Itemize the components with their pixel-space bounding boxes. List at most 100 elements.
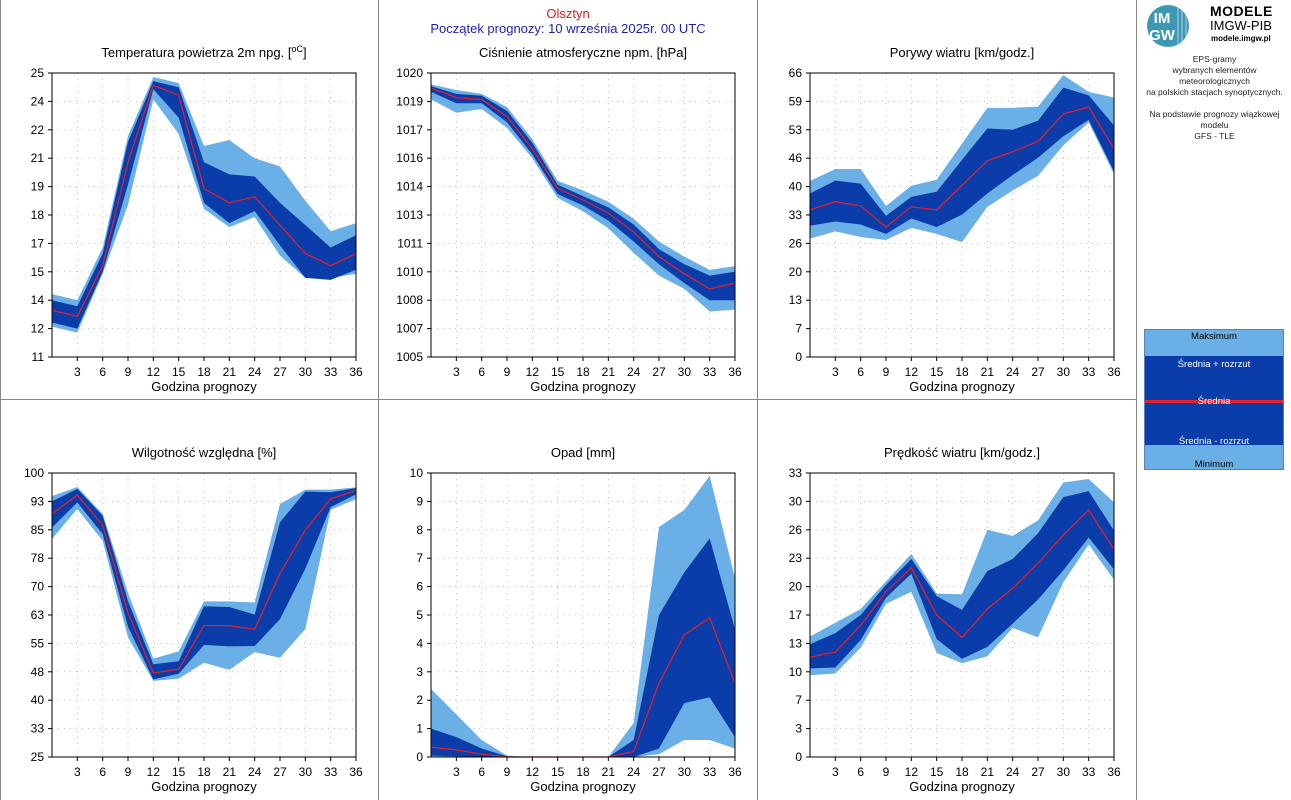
x-axis-label: Godzina prognozy: [151, 779, 257, 794]
x-tick-label: 18: [576, 365, 590, 379]
x-tick-label: 15: [172, 765, 186, 779]
legend-label-min: Minimum: [1194, 459, 1234, 470]
y-tick-label: 7: [795, 322, 802, 336]
logo-mark-bottom: GW: [1149, 27, 1176, 44]
y-tick-label: 26: [789, 236, 803, 250]
x-tick-label: 33: [703, 365, 717, 379]
y-tick-label: 48: [31, 665, 45, 679]
y-tick-label: 22: [31, 123, 45, 137]
x-tick-label: 30: [678, 365, 692, 379]
y-tick-label: 15: [31, 265, 45, 279]
y-tick-label: 0: [795, 750, 802, 764]
y-tick-label: 1016: [396, 151, 423, 165]
band-mean-spread: [810, 87, 1114, 234]
x-axis-label: Godzina prognozy: [909, 779, 1015, 794]
x-tick-label: 30: [678, 765, 692, 779]
y-tick-label: 3: [795, 722, 802, 736]
chart-title-text: Temperatura powietrza 2m npg. [: [101, 45, 291, 60]
x-tick-label: 27: [1031, 765, 1045, 779]
x-tick-label: 24: [1006, 765, 1020, 779]
y-tick-label: 25: [31, 66, 45, 80]
x-tick-label: 9: [125, 365, 132, 379]
x-tick-label: 30: [1057, 365, 1071, 379]
y-tick-label: 2: [416, 693, 423, 707]
x-tick-label: 21: [223, 365, 237, 379]
x-tick-label: 21: [223, 765, 237, 779]
info-line: EPS-gramy: [1192, 54, 1237, 64]
y-tick-label: 0: [416, 750, 423, 764]
legend: Maksimum Średnia + rozrzut Średnia Średn…: [1144, 329, 1284, 470]
x-axis-label: Godzina prognozy: [151, 379, 257, 394]
x-tick-label: 18: [955, 765, 969, 779]
x-axis-label: Godzina prognozy: [530, 379, 636, 394]
y-tick-label: 24: [31, 94, 45, 108]
y-tick-label: 1005: [396, 350, 423, 364]
x-tick-label: 3: [453, 765, 460, 779]
y-tick-label: 100: [24, 466, 44, 480]
y-tick-label: 59: [789, 94, 803, 108]
chart-title: Temperatura powietrza 2m npg. [oC]: [101, 44, 306, 60]
mean-line: [430, 87, 736, 290]
y-tick-label: 17: [31, 236, 45, 250]
y-tick-label: 78: [31, 551, 45, 565]
x-tick-label: 24: [627, 365, 641, 379]
y-tick-label: 93: [31, 494, 45, 508]
band-mean-spread: [810, 491, 1114, 669]
blank-area: [1164, 150, 1250, 168]
y-tick-label: 26: [789, 523, 803, 537]
x-tick-label: 30: [1057, 765, 1071, 779]
x-tick-label: 18: [197, 765, 211, 779]
x-tick-label: 36: [728, 365, 742, 379]
x-tick-label: 27: [652, 365, 666, 379]
y-tick-label: 19: [31, 180, 45, 194]
y-tick-label: 25: [31, 750, 45, 764]
legend-band-min: [1145, 445, 1283, 469]
band-mean-spread: [52, 488, 356, 680]
y-tick-label: 6: [416, 580, 423, 594]
y-tick-label: 85: [31, 523, 45, 537]
y-tick-label: 9: [416, 494, 423, 508]
info-line: GFS - TLE: [1194, 131, 1235, 141]
x-tick-label: 3: [832, 765, 839, 779]
mean-line: [51, 84, 357, 318]
y-tick-label: 1008: [396, 293, 423, 307]
x-tick-label: 6: [857, 365, 864, 379]
x-tick-label: 18: [576, 765, 590, 779]
x-tick-label: 12: [526, 765, 540, 779]
y-tick-label: 11: [32, 350, 45, 364]
logo-title: MODELE: [1210, 3, 1273, 19]
mean-line: [809, 509, 1115, 658]
legend-label-max: Maksimum: [1191, 331, 1237, 342]
y-tick-label: 33: [31, 722, 45, 736]
y-tick-label: 8: [416, 523, 423, 537]
x-tick-label: 6: [478, 765, 485, 779]
band-mean-spread: [431, 86, 735, 301]
y-tick-label: 33: [789, 208, 803, 222]
x-tick-label: 6: [99, 365, 106, 379]
forecast-start: Początek prognozy: 10 września 2025r. 00…: [430, 21, 706, 36]
y-tick-label: 13: [789, 636, 803, 650]
y-tick-label: 20: [789, 580, 803, 594]
info-line: wybranych elementów meteorologicznych: [1172, 65, 1257, 86]
x-tick-label: 21: [981, 365, 995, 379]
chart-title: Wilgotność względna [%]: [132, 445, 277, 460]
chart-title: Prędkość wiatru [km/godz.]: [884, 445, 1040, 460]
y-tick-label: 5: [416, 608, 423, 622]
y-tick-label: 21: [31, 151, 45, 165]
imgw-logo-icon: IM GW: [1147, 5, 1189, 47]
y-tick-label: 53: [789, 123, 803, 137]
y-tick-label: 3: [416, 665, 423, 679]
band-min-max: [810, 75, 1114, 243]
x-tick-label: 12: [905, 765, 919, 779]
y-tick-label: 23: [789, 551, 803, 565]
x-tick-label: 36: [728, 765, 742, 779]
y-tick-label: 40: [789, 180, 803, 194]
y-tick-label: 1019: [396, 94, 423, 108]
y-tick-label: 20: [789, 265, 803, 279]
x-axis-label: Godzina prognozy: [909, 379, 1015, 394]
x-tick-label: 27: [273, 765, 287, 779]
